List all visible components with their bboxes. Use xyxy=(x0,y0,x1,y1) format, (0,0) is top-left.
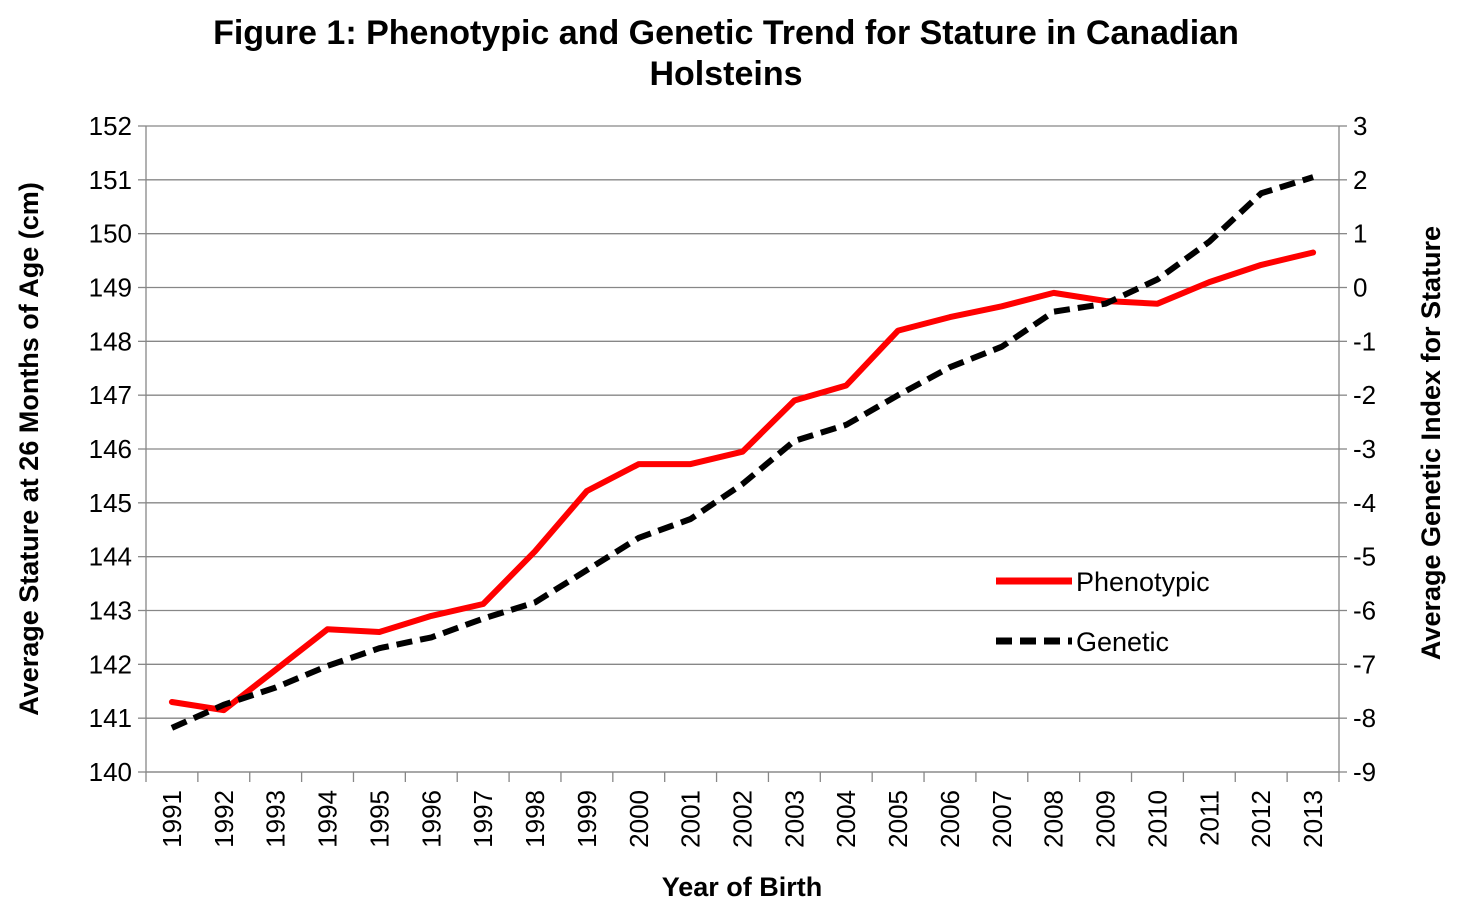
y-axis-label-right: Average Genetic Index for Stature xyxy=(1416,226,1446,660)
left-y-tick-label: 141 xyxy=(89,703,132,733)
x-tick-label: 2012 xyxy=(1246,790,1276,848)
x-axis-label: Year of Birth xyxy=(662,872,823,902)
left-y-tick-labels: 140 141 142 143 144 145 146 147 148 149 150 151 152 xyxy=(89,111,132,787)
x-tick-label: 2008 xyxy=(1039,790,1069,848)
right-y-tick-label: 1 xyxy=(1353,219,1367,249)
right-y-tick-label: -9 xyxy=(1353,757,1376,787)
gridlines xyxy=(146,125,1339,773)
series-line-phenotypic xyxy=(168,249,1317,714)
right-y-tick-label: -2 xyxy=(1353,380,1376,410)
x-tick-label: 2007 xyxy=(987,790,1017,848)
left-y-tick-label: 144 xyxy=(89,542,132,572)
chart-title-line-1: Figure 1: Phenotypic and Genetic Trend f… xyxy=(213,14,1239,52)
x-tick-label: 2000 xyxy=(624,790,654,848)
chart-title-line-2: Holsteins xyxy=(649,55,802,93)
x-tick-label: 1991 xyxy=(157,790,187,848)
left-y-tick-label: 152 xyxy=(89,111,132,141)
x-tick-label: 2004 xyxy=(831,790,861,848)
x-tick-label: 2013 xyxy=(1298,790,1328,848)
left-y-tick-label: 149 xyxy=(89,273,132,303)
x-tick-label: 2011 xyxy=(1194,790,1224,846)
left-y-tick-label: 148 xyxy=(89,326,132,356)
x-tick-label: 1993 xyxy=(261,790,291,848)
x-tick-label: 2005 xyxy=(883,790,913,848)
left-y-tick-label: 146 xyxy=(89,434,132,464)
right-y-tick-label: 2 xyxy=(1353,165,1367,195)
legend-genetic-label: Genetic xyxy=(1076,627,1169,657)
legend-phenotypic-label: Phenotypic xyxy=(1076,567,1210,597)
series-lines xyxy=(168,174,1317,731)
x-tick-label: 2001 xyxy=(676,790,706,848)
x-tick-label: 1996 xyxy=(416,790,446,848)
series-line-genetic xyxy=(170,174,1314,731)
right-y-tick-label: -7 xyxy=(1353,649,1376,679)
right-y-tick-label: -8 xyxy=(1353,703,1376,733)
right-y-tick-label: 3 xyxy=(1353,111,1367,141)
x-tick-label: 1995 xyxy=(364,790,394,848)
x-tick-label: 1994 xyxy=(313,790,343,848)
x-tick-label: 1992 xyxy=(209,790,239,848)
legend: Phenotypic Genetic xyxy=(996,567,1210,657)
x-tick-label: 2006 xyxy=(935,790,965,848)
right-y-tick-labels: -9 -8 -7 -6 -5 -4 -3 -2 -1 0 1 2 3 xyxy=(1353,111,1376,787)
x-tick-label: 2002 xyxy=(728,790,758,848)
left-y-tick-label: 145 xyxy=(89,488,132,518)
right-y-tick-label: -4 xyxy=(1353,488,1376,518)
left-y-tick-label: 147 xyxy=(89,380,132,410)
x-tick-label: 1998 xyxy=(520,790,550,848)
left-y-tick-label: 151 xyxy=(89,165,132,195)
left-y-tick-label: 142 xyxy=(89,649,132,679)
left-y-tick-label: 150 xyxy=(89,219,132,249)
axes xyxy=(138,125,1347,782)
x-tick-label: 1999 xyxy=(572,790,602,848)
right-y-tick-label: -1 xyxy=(1353,326,1376,356)
x-tick-label: 2003 xyxy=(779,790,809,848)
right-y-tick-label: -5 xyxy=(1353,542,1376,572)
right-y-tick-label: 0 xyxy=(1353,273,1367,303)
right-y-tick-label: -6 xyxy=(1353,596,1376,626)
x-tick-label: 1997 xyxy=(468,790,498,848)
x-tick-label: 2010 xyxy=(1142,790,1172,848)
left-y-tick-label: 140 xyxy=(89,757,132,787)
right-y-tick-label: -3 xyxy=(1353,434,1376,464)
y-axis-label-left: Average Stature at 26 Months of Age (cm) xyxy=(14,182,44,716)
left-y-tick-label: 143 xyxy=(89,596,132,626)
x-tick-labels: 1991 1992 1993 1994 1995 1996 1997 1998 1999 2000… xyxy=(157,790,1328,848)
x-tick-label: 2009 xyxy=(1091,790,1121,848)
